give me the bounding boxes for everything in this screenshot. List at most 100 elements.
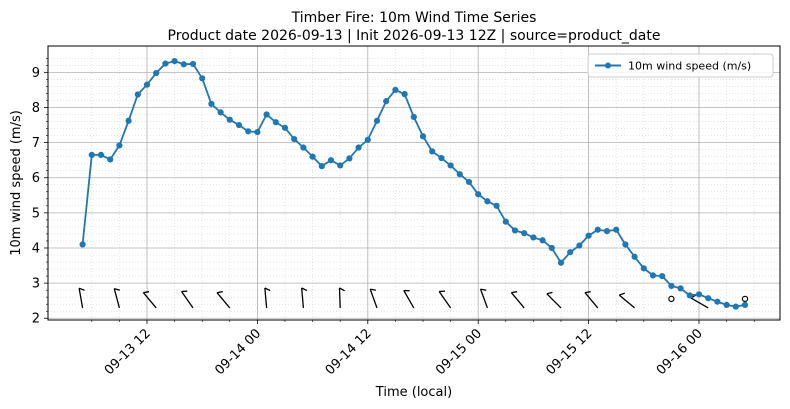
data-point (695, 291, 703, 298)
wind-barb-shaft (479, 288, 489, 309)
y-tick-label: 6 (32, 171, 40, 186)
data-point (143, 81, 151, 88)
data-point (456, 171, 463, 178)
x-axis-label: Time (local) (375, 385, 452, 400)
data-point (346, 155, 353, 162)
wind-barb-icon (301, 287, 308, 308)
wind-barb-flag (619, 292, 626, 296)
data-point (594, 226, 601, 233)
wind-barb-shaft (403, 290, 415, 309)
data-point (548, 244, 555, 252)
data-point (521, 230, 528, 237)
wind-barb-calm-icon (668, 295, 675, 303)
data-point (741, 301, 749, 308)
data-point (208, 100, 215, 108)
wind-barb-icon (510, 291, 525, 309)
data-point (125, 117, 132, 124)
data-point (714, 298, 721, 305)
y-tick-label: 2 (32, 312, 40, 327)
wind-barb-icon (618, 292, 636, 309)
data-point (631, 253, 638, 260)
data-point (226, 116, 233, 123)
wind-barb-icon (264, 287, 271, 308)
data-point (291, 135, 298, 143)
data-point (189, 60, 197, 68)
wind-barb-flag (216, 291, 223, 294)
wind-barb-flag (511, 291, 518, 294)
wind-barb-icon (338, 287, 345, 308)
data-point (603, 228, 611, 235)
y-tick-label: 7 (32, 136, 40, 151)
wind-barb-shaft (438, 291, 452, 309)
wind-barb-shaft (180, 291, 194, 309)
data-point (511, 227, 519, 234)
data-point (475, 191, 482, 198)
wind-barb-flag (480, 288, 487, 291)
wind-barb-icon (546, 291, 562, 309)
y-axis-label: 10m wind speed (m/s) (9, 110, 24, 256)
data-point (723, 301, 730, 308)
data-point (281, 124, 289, 131)
data-point (245, 128, 252, 135)
data-point (502, 218, 509, 225)
wind-barb-shaft (618, 294, 636, 309)
wind-barb-flag (114, 287, 121, 291)
data-point (622, 241, 629, 248)
wind-barb-flag (339, 287, 345, 292)
data-point (668, 282, 675, 290)
major-gridlines (48, 46, 780, 320)
wind-barb-flag (181, 290, 188, 293)
data-point (567, 249, 574, 256)
wind-barb-icon (584, 291, 599, 309)
wind-barb-icon (180, 290, 194, 309)
data-point (419, 133, 427, 140)
data-point (493, 202, 500, 209)
data-point (153, 69, 160, 77)
wind-barb-flag (264, 287, 271, 292)
wind-barb-shaft (113, 288, 121, 309)
wind-barb-flag (143, 291, 150, 294)
wind-barb-shaft (78, 288, 84, 309)
wind-barb-icon (403, 289, 415, 309)
data-point (410, 113, 417, 121)
data-point (383, 98, 390, 105)
y-axis: 2 3 4 5 6 7 8 9 (32, 57, 48, 327)
legend: 10m wind speed (m/s) (587, 53, 774, 78)
data-point (438, 154, 445, 162)
wind-barb-shaft (142, 292, 157, 309)
data-point (429, 148, 436, 155)
wind-barb-shaft (264, 287, 268, 308)
data-point (217, 109, 224, 116)
y-tick-label: 3 (32, 277, 40, 292)
data-point (300, 144, 307, 151)
data-point (107, 156, 114, 163)
data-point (272, 119, 279, 126)
data-point (180, 61, 187, 68)
wind-barb-icon (78, 287, 85, 309)
wind-barb-icon (369, 288, 378, 309)
plot-frame (47, 45, 781, 321)
wind-barb-shaft (216, 292, 231, 309)
data-point (116, 142, 123, 149)
wind-barb-icon (479, 288, 489, 309)
data-point (392, 86, 399, 94)
data-point (171, 58, 178, 65)
data-point (373, 117, 381, 124)
data-point (337, 162, 344, 169)
y-tick-label: 9 (32, 66, 40, 81)
data-point (88, 151, 95, 158)
data-point (327, 157, 335, 164)
data-point (557, 259, 565, 266)
wind-barb-flag (546, 291, 553, 295)
y-tick-label: 8 (32, 101, 40, 116)
wind-barb-icon (142, 291, 157, 309)
wind-barb-flag (439, 290, 445, 293)
data-point (162, 60, 169, 67)
data-point (539, 237, 546, 244)
series-layer (79, 58, 749, 310)
data-point (686, 292, 693, 299)
data-point (355, 144, 362, 151)
chart-title-line2: Product date 2026-09-13 | Init 2026-09-1… (168, 28, 661, 44)
wind-barb-flag (403, 289, 410, 292)
